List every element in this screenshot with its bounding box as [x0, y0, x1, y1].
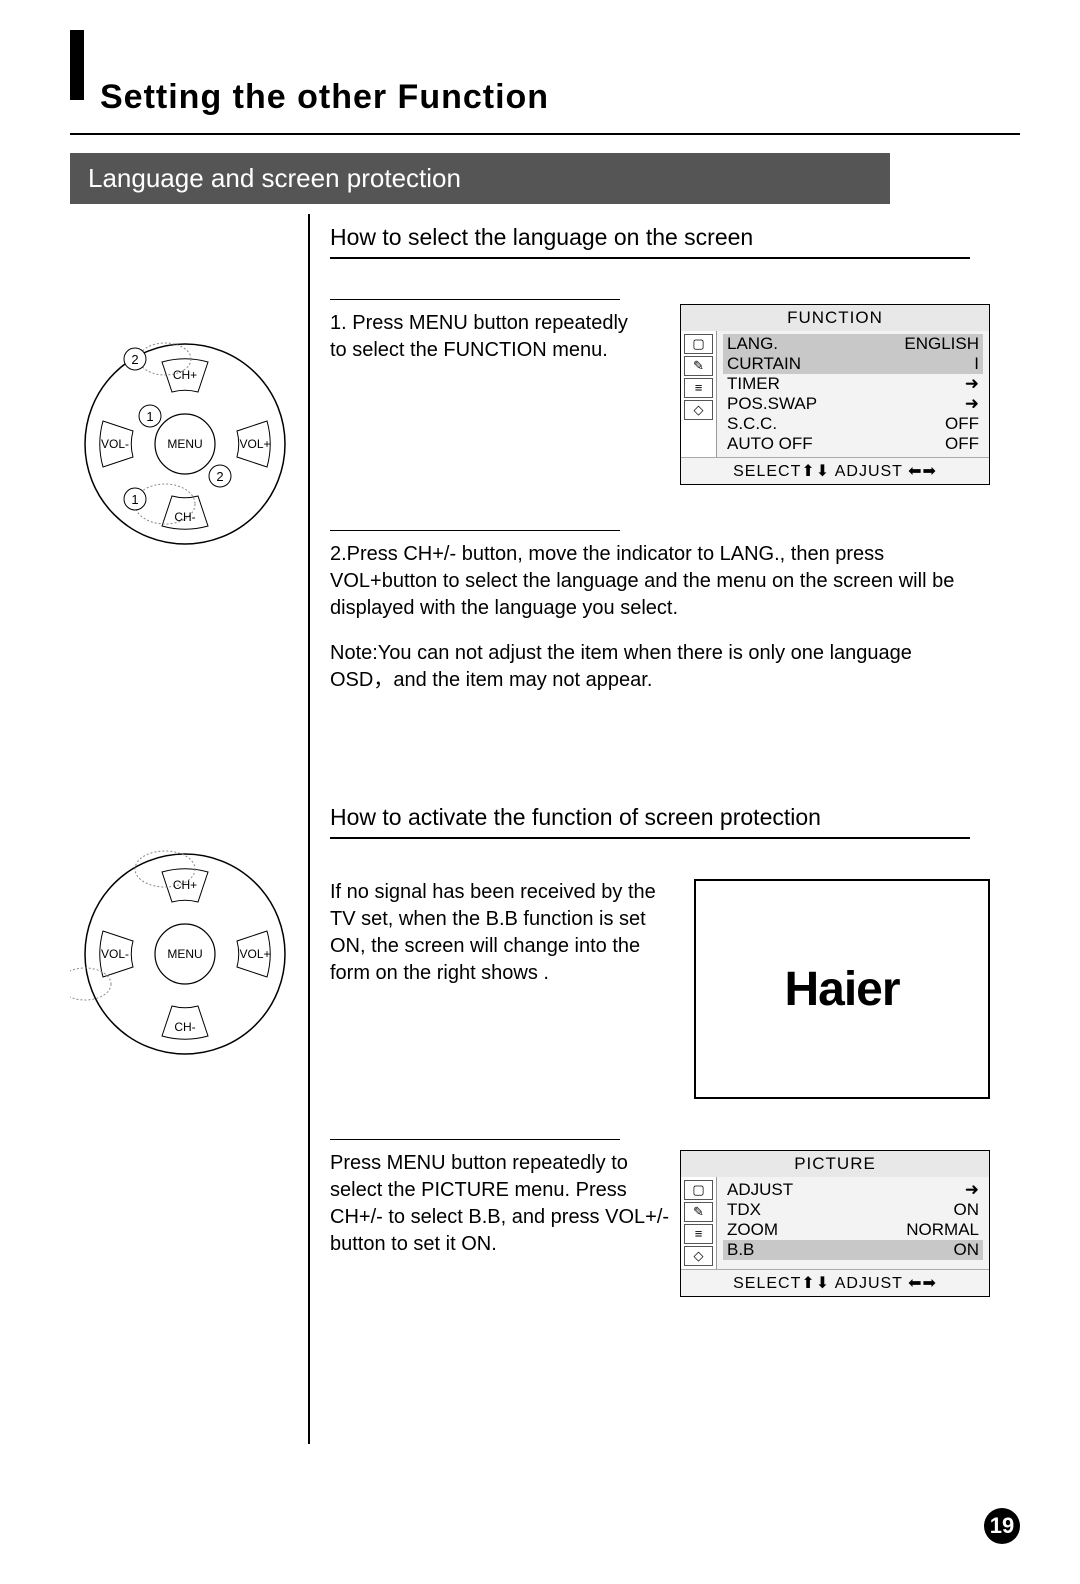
- osd-picture-menu: PICTURE ▢✎≡◇ ADJUST➜TDXONZOOMNORMALB.BON…: [680, 1150, 990, 1297]
- svg-text:VOL-: VOL-: [101, 437, 129, 451]
- title-rule: [70, 133, 1020, 135]
- osd-footer: SELECT⬆⬇ ADJUST ⬅➡: [681, 1269, 989, 1296]
- svg-text:CH+: CH+: [173, 368, 197, 382]
- page-number: 19: [984, 1508, 1020, 1544]
- osd-footer: SELECT⬆⬇ ADJUST ⬅➡: [681, 457, 989, 484]
- osd-title: PICTURE: [681, 1151, 989, 1177]
- step-divider: [330, 1139, 620, 1140]
- vertical-divider: [308, 214, 310, 1444]
- osd-rows: LANG.ENGLISHCURTAINITIMER➜POS.SWAP➜S.C.C…: [717, 331, 989, 457]
- osd-category-icons: ▢✎≡◇: [681, 331, 717, 457]
- picture-menu-text: Press MENU button repeatedly to select t…: [330, 1150, 670, 1258]
- osd-row: AUTO OFFOFF: [723, 434, 983, 454]
- osd-row: TIMER➜: [723, 374, 983, 394]
- osd-row: CURTAINI: [723, 354, 983, 374]
- section-bar: Language and screen protection: [70, 153, 890, 204]
- haier-logo: Haier: [784, 962, 899, 1017]
- haier-logo-box: Haier: [694, 879, 990, 1099]
- svg-text:CH-: CH-: [174, 1020, 195, 1034]
- step-divider: [330, 299, 620, 300]
- svg-text:VOL+: VOL+: [239, 947, 270, 961]
- osd-row: POS.SWAP➜: [723, 394, 983, 414]
- osd-category-icons: ▢✎≡◇: [681, 1177, 717, 1269]
- note-text: Note:You can not adjust the item when th…: [330, 640, 970, 694]
- step-divider: [330, 530, 620, 531]
- heading-language: How to select the language on the screen: [330, 224, 970, 259]
- svg-text:CH+: CH+: [173, 878, 197, 892]
- page-title: Setting the other Function: [100, 78, 1020, 127]
- osd-row: B.BON: [723, 1240, 983, 1260]
- step-2-text: 2.Press CH+/- button, move the indicator…: [330, 541, 970, 622]
- osd-row: ADJUST➜: [723, 1180, 983, 1200]
- left-column: 2 1 2 1 CH+ CH- VOL- VOL+ MENU: [70, 214, 300, 1464]
- remote-diagram-1: 2 1 2 1 CH+ CH- VOL- VOL+ MENU: [70, 324, 300, 564]
- title-marker: [70, 30, 84, 100]
- svg-text:2: 2: [131, 352, 138, 367]
- osd-row: LANG.ENGLISH: [723, 334, 983, 354]
- svg-text:MENU: MENU: [167, 947, 202, 961]
- svg-text:MENU: MENU: [167, 437, 202, 451]
- svg-text:1: 1: [146, 409, 153, 424]
- svg-text:2: 2: [216, 469, 223, 484]
- svg-text:1: 1: [131, 492, 138, 507]
- remote-diagram-2: CH+ CH- VOL- VOL+ MENU: [70, 834, 300, 1074]
- screen-protection-text: If no signal has been received by the TV…: [330, 879, 670, 987]
- svg-text:VOL+: VOL+: [239, 437, 270, 451]
- svg-text:VOL-: VOL-: [101, 947, 129, 961]
- osd-row: ZOOMNORMAL: [723, 1220, 983, 1240]
- osd-rows: ADJUST➜TDXONZOOMNORMALB.BON: [717, 1177, 989, 1269]
- heading-screen-protection: How to activate the function of screen p…: [330, 804, 970, 839]
- svg-text:CH-: CH-: [174, 510, 195, 524]
- osd-row: TDXON: [723, 1200, 983, 1220]
- osd-function-menu: FUNCTION ▢✎≡◇ LANG.ENGLISHCURTAINITIMER➜…: [680, 304, 990, 485]
- osd-row: S.C.C.OFF: [723, 414, 983, 434]
- step-1-text: 1. Press MENU button repeatedly to selec…: [330, 310, 640, 364]
- osd-title: FUNCTION: [681, 305, 989, 331]
- right-column: How to select the language on the screen…: [330, 214, 1020, 1350]
